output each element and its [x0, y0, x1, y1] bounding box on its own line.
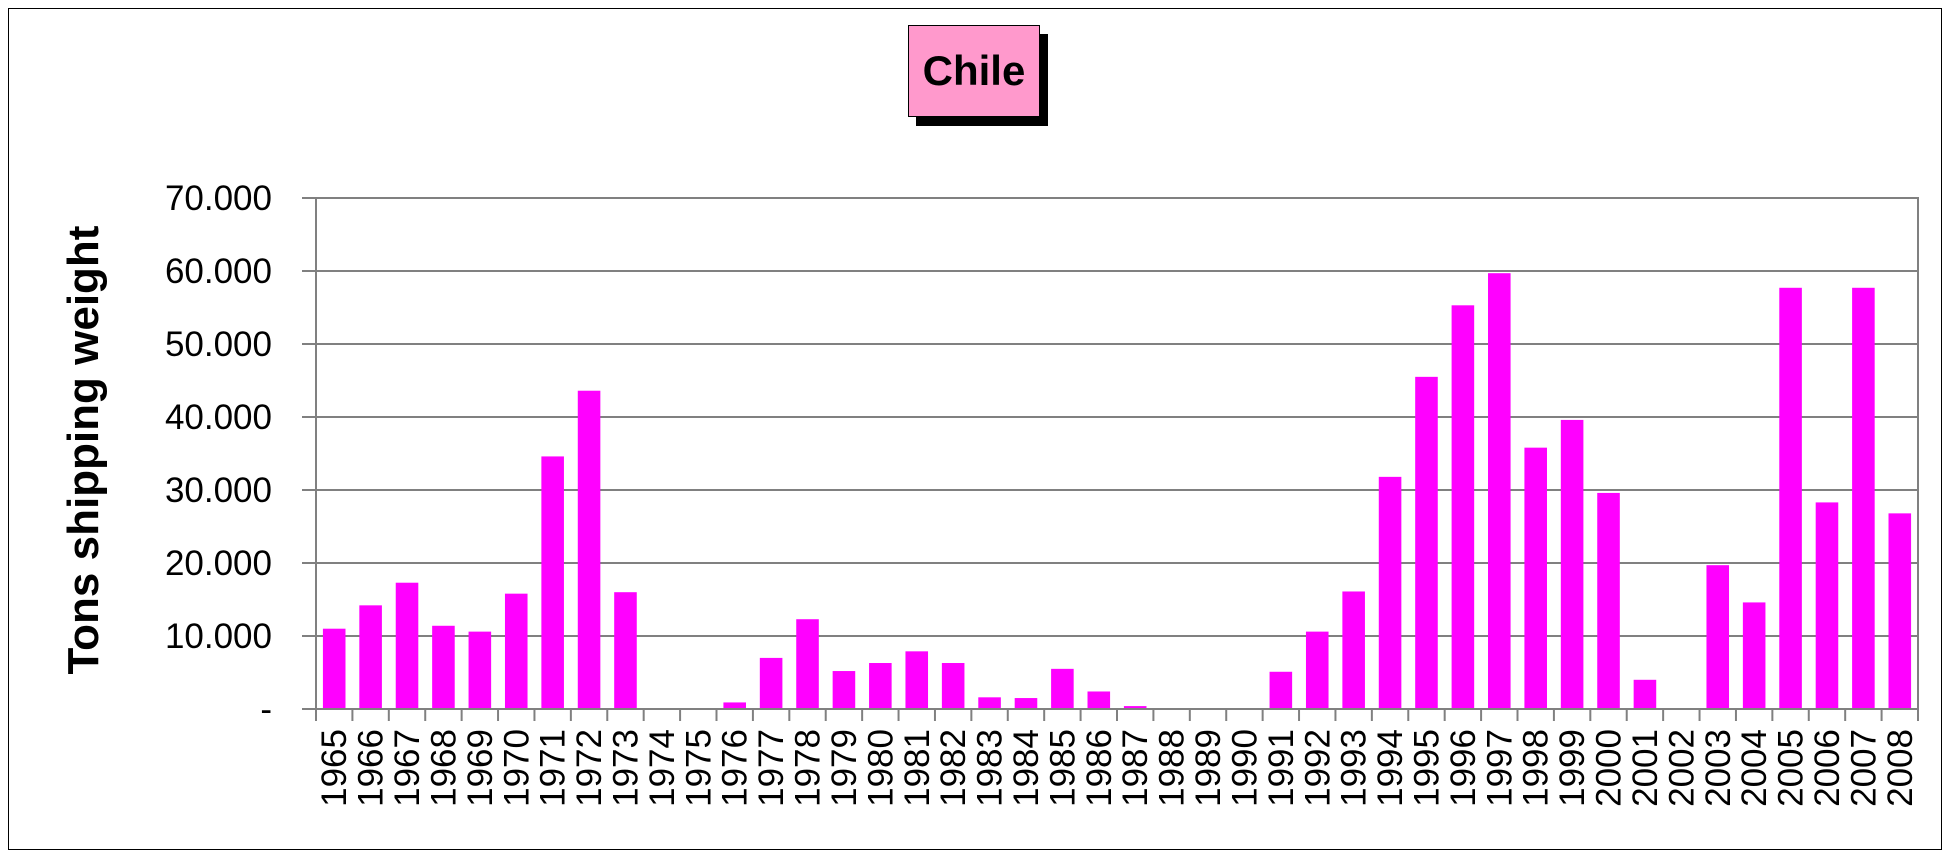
bar: [978, 697, 1001, 709]
y-tick-label: 50.000: [165, 325, 272, 364]
x-tick-label: 1966: [352, 729, 391, 807]
bar: [359, 605, 382, 709]
x-tick-label: 2007: [1844, 729, 1883, 807]
x-tick-label: 1981: [898, 729, 937, 807]
bar: [1014, 698, 1038, 709]
bar: [1524, 447, 1547, 709]
x-tick-label: 1974: [643, 729, 682, 807]
y-tick-label: 40.000: [165, 398, 272, 437]
x-tick-label: 1995: [1407, 729, 1446, 807]
bar: [1815, 502, 1839, 709]
x-tick-label: 2002: [1662, 729, 1701, 807]
x-tick-label: 1965: [315, 729, 354, 807]
y-tick-label: 30.000: [165, 471, 272, 510]
x-tick-label: 1994: [1371, 729, 1410, 807]
x-tick-label: 2006: [1808, 729, 1847, 807]
bar: [1888, 513, 1912, 709]
bar: [504, 593, 528, 709]
y-tick-labels: - 10.000 20.000 30.000 40.000 50.000 60.000 70.…: [165, 179, 272, 729]
x-tick-label: 1978: [789, 729, 828, 807]
x-tick-label: 2005: [1772, 729, 1811, 807]
x-tick-label: 1992: [1298, 729, 1337, 807]
x-tick-label: 1998: [1517, 729, 1556, 807]
bar: [869, 663, 892, 709]
x-tick-label: 1967: [388, 729, 427, 807]
x-tick-label: 1987: [1116, 729, 1155, 807]
x-tick-label: 1979: [825, 729, 864, 807]
bar: [1742, 602, 1766, 709]
bar: [723, 702, 746, 709]
bar: [1087, 691, 1111, 709]
bar: [759, 657, 783, 709]
y-tick-label: -: [260, 690, 272, 729]
bar: [1123, 706, 1147, 709]
bar: [1633, 679, 1657, 709]
bar: [1488, 273, 1511, 709]
x-tick-label: 1973: [606, 729, 645, 807]
bar: [1415, 376, 1438, 709]
x-tick-label: 1985: [1043, 729, 1082, 807]
x-tick-label: 1988: [1153, 729, 1192, 807]
bar: [1706, 565, 1730, 709]
bar: [468, 631, 492, 709]
x-tick-label: 1972: [570, 729, 609, 807]
bar: [1451, 305, 1475, 709]
x-tick-label: 1977: [752, 729, 791, 807]
x-tick-label: 1970: [497, 729, 536, 807]
bar: [432, 625, 455, 709]
y-tick-label: 10.000: [165, 617, 272, 656]
bar: [1779, 287, 1802, 709]
x-tick-label: 1990: [1225, 729, 1264, 807]
y-tick-label: 60.000: [165, 252, 272, 291]
x-tick-label: 1980: [861, 729, 900, 807]
bar: [941, 663, 965, 709]
x-tick-label: 2003: [1699, 729, 1738, 807]
x-tick-label: 2004: [1735, 729, 1774, 807]
bar: [1597, 492, 1620, 709]
x-tick-label: 2008: [1881, 729, 1920, 807]
x-tick-label: 1997: [1480, 729, 1519, 807]
bar: [1051, 668, 1074, 709]
bar: [1305, 631, 1329, 709]
x-tick-label: 1993: [1335, 729, 1374, 807]
x-tick-label: 1982: [934, 729, 973, 807]
x-tick-label: 1986: [1080, 729, 1119, 807]
x-tick-label: 1991: [1262, 729, 1301, 807]
bar: [322, 628, 346, 709]
x-tick-label: 2001: [1626, 729, 1665, 807]
x-tick-label: 1976: [716, 729, 755, 807]
x-tick-label: 1984: [1007, 729, 1046, 807]
chart-title: Chile: [908, 25, 1040, 117]
bar: [1342, 591, 1365, 709]
bar: [1378, 476, 1402, 709]
y-tick-label: 20.000: [165, 544, 272, 583]
x-tick-label: 1969: [461, 729, 500, 807]
bar: [614, 592, 637, 709]
bar: [1560, 419, 1584, 709]
x-tick-label: 2000: [1590, 729, 1629, 807]
x-tick-label: 1971: [534, 729, 573, 807]
bars: [322, 273, 1912, 709]
y-tick-label: 70.000: [165, 179, 272, 218]
bar: [1852, 287, 1875, 709]
bar: [1269, 671, 1293, 709]
x-tick-label: 1996: [1444, 729, 1483, 807]
bar: [796, 619, 819, 709]
x-tick-label: 1975: [679, 729, 718, 807]
x-tick-label: 1989: [1189, 729, 1228, 807]
x-tick-labels: 1965196619671968196919701971197219731974…: [315, 729, 1920, 807]
axes: [302, 197, 1919, 721]
bar: [832, 671, 856, 709]
x-tick-label: 1968: [424, 729, 463, 807]
x-tick-label: 1983: [971, 729, 1010, 807]
bar: [395, 582, 419, 709]
bar: [541, 456, 564, 709]
bar: [577, 390, 601, 709]
bar: [905, 651, 929, 709]
x-tick-label: 1999: [1553, 729, 1592, 807]
